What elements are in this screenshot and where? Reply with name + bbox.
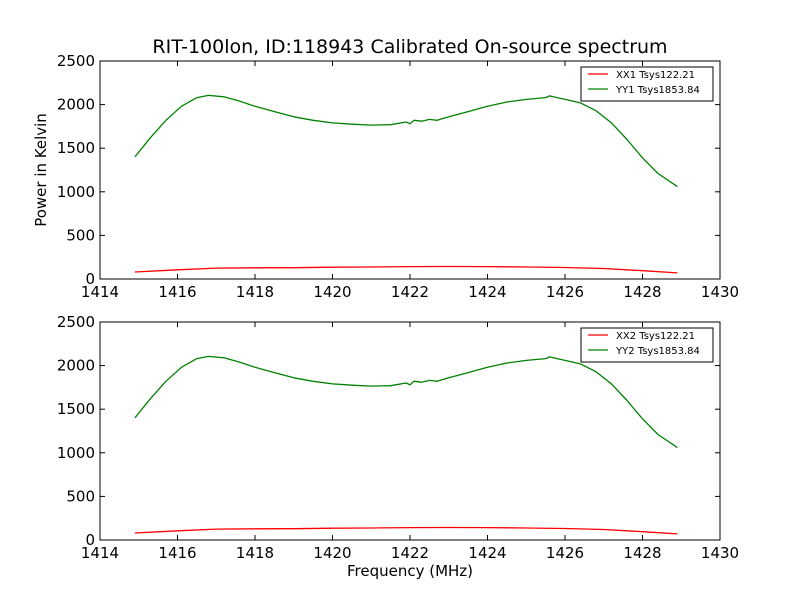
legend-label: XX1 Tsys122.21 bbox=[616, 70, 695, 81]
y-tick-label: 0 bbox=[85, 531, 95, 549]
x-tick-label: 1424 bbox=[468, 283, 506, 301]
x-tick-label: 1430 bbox=[701, 544, 739, 562]
series-line-2-1 bbox=[134, 526, 678, 535]
chart-panel-1: 1414 1416 1418 1420 1422 1424 1426 1428 1430 0 500… bbox=[32, 52, 739, 301]
y-tick-label: 1000 bbox=[57, 183, 95, 201]
y-tick-label: 2000 bbox=[57, 96, 95, 114]
x-tick-label: 1426 bbox=[546, 283, 584, 301]
legend-box bbox=[580, 66, 714, 102]
x-tick-label: 1424 bbox=[468, 544, 506, 562]
y-tick-label: 1500 bbox=[57, 400, 95, 418]
x-tick-label: 1414 bbox=[81, 283, 119, 301]
x-tick-label: 1416 bbox=[158, 544, 196, 562]
legend-label: YY2 Tsys1853.84 bbox=[615, 346, 700, 357]
chart-panel-2: 1414 1416 1418 1420 1422 1424 1426 1428 1430 0 500… bbox=[57, 313, 739, 580]
legend-label: XX2 Tsys122.21 bbox=[616, 331, 695, 342]
x-tick-label: 1430 bbox=[701, 283, 739, 301]
legend-box bbox=[580, 327, 714, 363]
x-tick-label: 1422 bbox=[391, 283, 429, 301]
y-tick-label: 2500 bbox=[57, 313, 95, 331]
x-tick-label: 1420 bbox=[313, 544, 351, 562]
legend: XX1 Tsys122.21 YY1 Tsys1853.84 bbox=[580, 66, 714, 102]
series-line-1-1 bbox=[134, 265, 678, 274]
x-tick-label: 1422 bbox=[391, 544, 429, 562]
x-tick-label: 1428 bbox=[623, 544, 661, 562]
y-tick-label: 1500 bbox=[57, 139, 95, 157]
x-axis-label: Frequency (MHz) bbox=[347, 562, 473, 580]
x-tick-label: 1418 bbox=[236, 544, 274, 562]
x-tick-label: 1416 bbox=[158, 283, 196, 301]
chart-title: RIT-100lon, ID:118943 Calibrated On-sour… bbox=[152, 36, 667, 58]
x-tick-label: 1428 bbox=[623, 283, 661, 301]
x-tick-label: 1414 bbox=[81, 544, 119, 562]
legend-label: YY1 Tsys1853.84 bbox=[615, 85, 700, 96]
y-tick-label: 500 bbox=[66, 487, 95, 505]
y-tick-label: 1000 bbox=[57, 444, 95, 462]
x-tick-label: 1426 bbox=[546, 544, 584, 562]
x-tick-label: 1418 bbox=[236, 283, 274, 301]
series-line-1-2 bbox=[134, 94, 678, 188]
y-tick-label: 2500 bbox=[57, 52, 95, 70]
y-tick-label: 0 bbox=[85, 270, 95, 288]
y-axis-label: Power in Kelvin bbox=[32, 113, 50, 227]
y-tick-label: 2000 bbox=[57, 357, 95, 375]
series-line-2-2 bbox=[134, 355, 678, 449]
x-tick-label: 1420 bbox=[313, 283, 351, 301]
y-tick-label: 500 bbox=[66, 226, 95, 244]
legend: XX2 Tsys122.21 YY2 Tsys1853.84 bbox=[580, 327, 714, 363]
